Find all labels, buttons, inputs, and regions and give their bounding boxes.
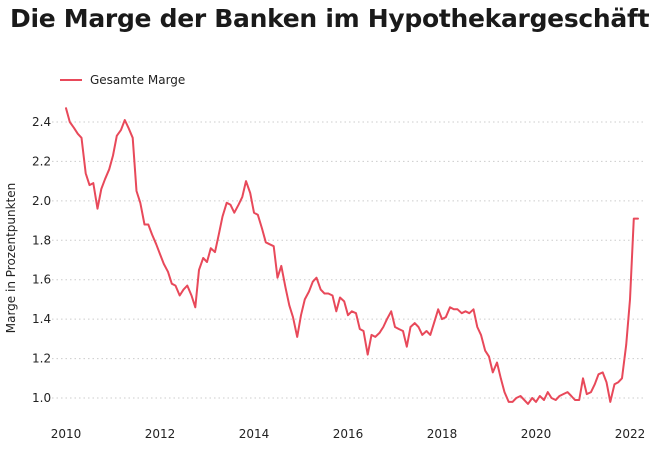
x-axis-ticks: 2010 2012 2014 2016 2018 2020 2022 <box>51 427 646 441</box>
y-tick-label: 1.8 <box>32 233 51 247</box>
x-tick-label: 2016 <box>333 427 364 441</box>
x-tick-label: 2018 <box>427 427 458 441</box>
grid-lines <box>52 121 645 399</box>
legend-label: Gesamte Marge <box>90 73 185 87</box>
x-tick-label: 2020 <box>521 427 552 441</box>
y-tick-label: 2.2 <box>32 154 51 168</box>
x-tick-label: 2014 <box>239 427 270 441</box>
y-tick-label: 2.0 <box>32 194 51 208</box>
y-tick-label: 1.2 <box>32 352 51 366</box>
y-tick-label: 2.4 <box>32 115 51 129</box>
y-tick-label: 1.0 <box>32 391 51 405</box>
chart-title: Die Marge der Banken im Hypothekargeschä… <box>10 4 650 33</box>
legend: Gesamte Marge <box>60 73 185 87</box>
series-group <box>65 107 639 405</box>
y-tick-label: 1.4 <box>32 312 51 326</box>
x-tick-label: 2012 <box>145 427 176 441</box>
x-tick-label: 2010 <box>51 427 82 441</box>
y-axis-label: Marge in Prozentpunkten <box>4 183 18 334</box>
x-tick-label: 2022 <box>615 427 646 441</box>
y-axis-ticks: 1.0 1.2 1.4 1.6 1.8 2.0 2.2 2.4 <box>32 115 51 405</box>
series-line-gesamte-marge <box>65 107 639 405</box>
y-tick-label: 1.6 <box>32 273 51 287</box>
